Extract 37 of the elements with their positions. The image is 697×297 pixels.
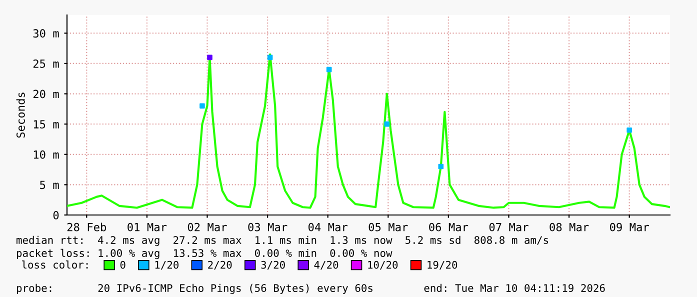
- x-tick-label: 05 Mar: [368, 222, 408, 232]
- x-tick-label: 08 Mar: [550, 222, 589, 232]
- x-tick-label: 01 Mar: [128, 222, 167, 232]
- point: [626, 127, 632, 133]
- y-tick-label: 0: [53, 211, 59, 220]
- legend-label: 2/20: [208, 260, 232, 270]
- y-tick-label: 20 m: [33, 90, 59, 98]
- y-tick-label: 10 m: [34, 150, 59, 159]
- legend-label: 4/20: [314, 260, 338, 270]
- y-axis-title: Seconds: [16, 92, 25, 138]
- legend-label: 1/20: [155, 260, 179, 270]
- point: [438, 164, 444, 170]
- x-tick-label: 28 Feb: [67, 222, 106, 232]
- y-tick-label: 25 m: [33, 59, 59, 68]
- line-series: [67, 53, 670, 209]
- x-tick-label: 04 Mar: [308, 222, 348, 232]
- legend-label: 3/20: [261, 260, 285, 270]
- text: median rtt: 4.2 ms avg 27.2 ms max 1.1 ms min 1.3 ms now 5.2 ms sd 808.8 m am/s: [16, 236, 548, 246]
- y-tick-label: 15 m: [34, 120, 59, 128]
- y-tick-label: 30 m: [33, 29, 59, 38]
- legend-label: 0: [120, 260, 126, 269]
- point: [267, 54, 273, 60]
- legend-title: loss color:: [22, 260, 88, 269]
- point: [207, 54, 212, 60]
- point: [384, 121, 390, 127]
- text: probe: 20 IPv6-ICMP Echo Pings (56 Bytes) every 60s end: Tue Mar 10 04:11:19 2026: [16, 284, 605, 294]
- legend-label: 19/20: [428, 260, 458, 270]
- x-tick-label: 06 Mar: [429, 222, 468, 232]
- point: [200, 103, 205, 109]
- x-tick-label: 03 Mar: [248, 222, 288, 232]
- legend-label: 10/20: [368, 260, 398, 270]
- x-tick-label: 09 Mar: [610, 222, 649, 232]
- x-tick-label: 02 Mar: [188, 222, 227, 232]
- y-tick-label: 5 m: [40, 180, 59, 190]
- x-tick-label: 07 Mar: [489, 222, 528, 232]
- point: [326, 66, 332, 72]
- text: packet loss: 1.00 % avg 13.53 % max 0.00 % min 0.00 % now: [16, 248, 392, 260]
